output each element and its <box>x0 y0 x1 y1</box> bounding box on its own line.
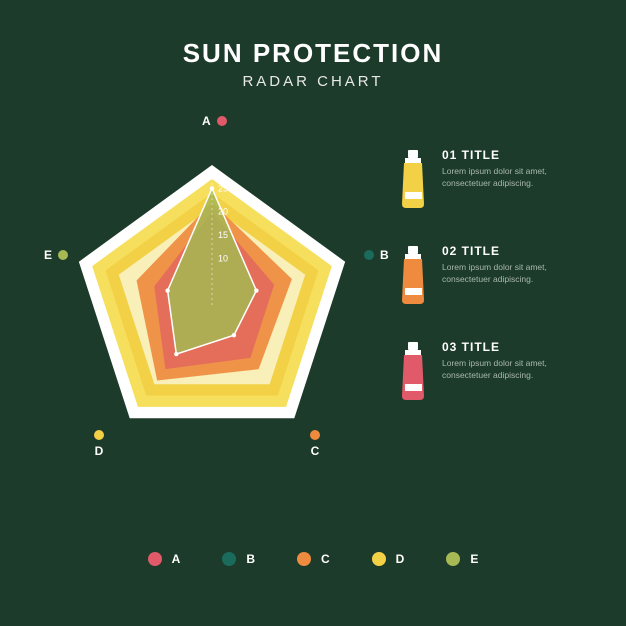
legend-dot-icon <box>372 552 386 566</box>
legend-desc: Lorem ipsum dolor sit amet, consectetuer… <box>442 358 578 382</box>
axis-dot-icon <box>58 250 68 260</box>
legend-item-3: 03 TITLE Lorem ipsum dolor sit amet, con… <box>398 340 578 402</box>
legend-label: C <box>321 552 330 566</box>
legend-desc: Lorem ipsum dolor sit amet, consectetuer… <box>442 166 578 190</box>
svg-text:20: 20 <box>218 207 228 217</box>
header: SUN PROTECTION RADAR CHART <box>0 0 626 90</box>
bottom-legend-item-a: A <box>148 552 181 566</box>
axis-dot-icon <box>364 250 374 260</box>
tube-icon <box>398 148 428 210</box>
legend-label: E <box>470 552 478 566</box>
bottom-legend-item-d: D <box>372 552 405 566</box>
axis-dot-icon <box>310 430 320 440</box>
legend-desc: Lorem ipsum dolor sit amet, consectetuer… <box>442 262 578 286</box>
bottom-legend-item-c: C <box>297 552 330 566</box>
legend-item-1: 01 TITLE Lorem ipsum dolor sit amet, con… <box>398 148 578 210</box>
tube-icon <box>398 244 428 306</box>
axis-dot-icon <box>94 430 104 440</box>
page-subtitle: RADAR CHART <box>0 73 626 90</box>
tube-icon <box>398 340 428 402</box>
legend-title: 01 TITLE <box>442 148 578 162</box>
svg-text:15: 15 <box>218 230 228 240</box>
svg-text:25: 25 <box>218 183 228 193</box>
legend-dot-icon <box>297 552 311 566</box>
side-legend: 01 TITLE Lorem ipsum dolor sit amet, con… <box>398 148 578 436</box>
axis-label-a: A <box>202 114 227 128</box>
legend-dot-icon <box>148 552 162 566</box>
axis-label-c: C <box>310 430 320 458</box>
legend-title: 03 TITLE <box>442 340 578 354</box>
legend-label: B <box>246 552 255 566</box>
legend-label: A <box>172 552 181 566</box>
axis-dot-icon <box>217 116 227 126</box>
legend-item-2: 02 TITLE Lorem ipsum dolor sit amet, con… <box>398 244 578 306</box>
legend-dot-icon <box>222 552 236 566</box>
bottom-legend-item-e: E <box>446 552 478 566</box>
axis-label-b: B <box>364 248 389 262</box>
legend-title: 02 TITLE <box>442 244 578 258</box>
bottom-legend-item-b: B <box>222 552 255 566</box>
axis-label-d: D <box>94 430 104 458</box>
legend-label: D <box>396 552 405 566</box>
legend-dot-icon <box>446 552 460 566</box>
page-title: SUN PROTECTION <box>0 38 626 69</box>
svg-text:10: 10 <box>218 253 228 263</box>
axis-label-e: E <box>44 248 68 262</box>
bottom-legend: A B C D E <box>0 552 626 566</box>
radar-chart: 10152025 ABCDE <box>42 120 382 460</box>
